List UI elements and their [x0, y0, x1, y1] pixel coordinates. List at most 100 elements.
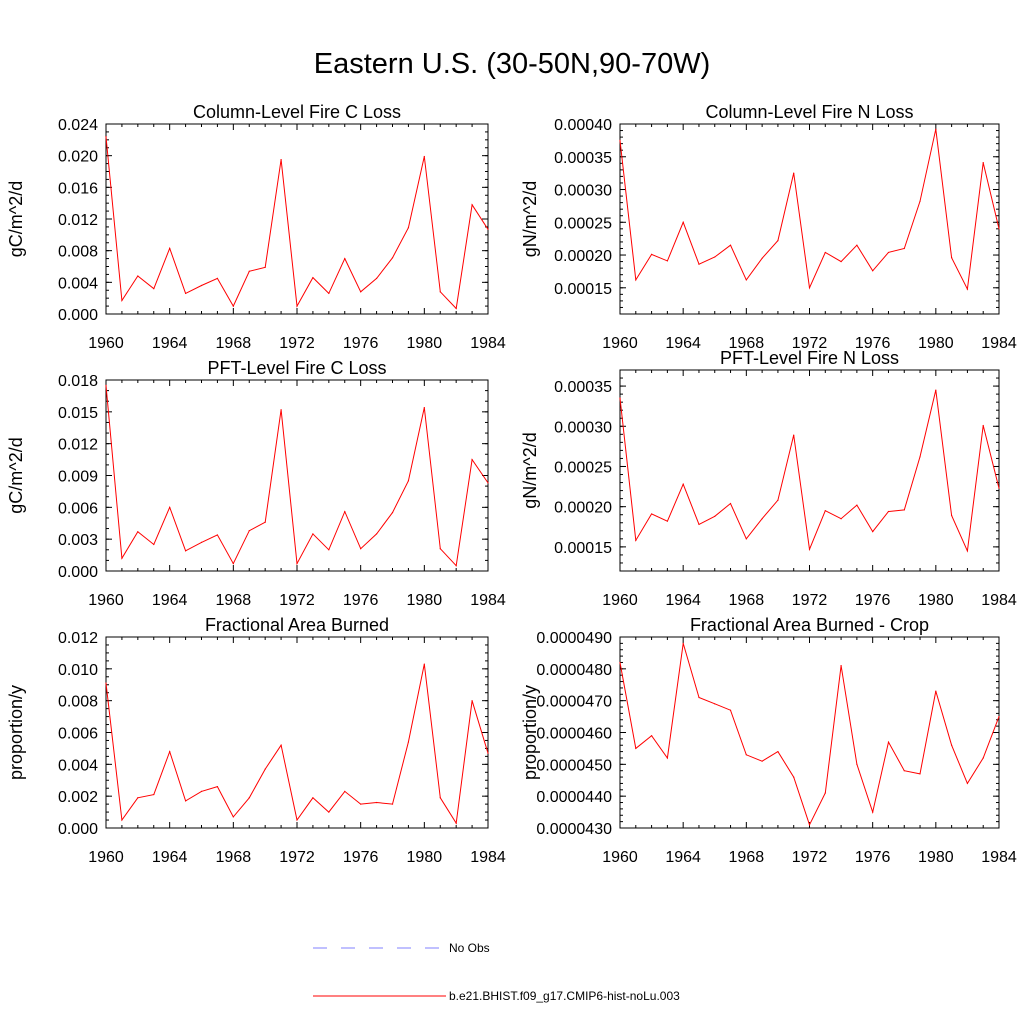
chart-panel-1: Column-Level Fire C Loss gC/m^2/d 1960 1964… — [6, 102, 506, 352]
x-tick-label: 1980 — [407, 335, 443, 352]
data-point — [200, 541, 203, 543]
data-point — [153, 543, 155, 546]
data-point — [666, 757, 668, 759]
data-point — [280, 744, 282, 746]
data-point — [666, 260, 668, 262]
data-point — [824, 251, 826, 254]
x-tick-label: 1964 — [152, 592, 188, 609]
x-tick-label: 1972 — [279, 849, 315, 866]
data-point — [296, 819, 298, 821]
x-tick-label: 1976 — [343, 849, 379, 866]
y-tick-label: 0.003 — [58, 532, 98, 549]
data-point — [184, 800, 187, 802]
data-point — [105, 682, 107, 684]
y-tick-label: 0.004 — [58, 275, 98, 292]
data-point — [714, 703, 716, 705]
data-point — [729, 709, 732, 711]
data-point — [745, 538, 747, 540]
y-tick-label: 0.0000440 — [536, 789, 612, 806]
data-point — [793, 434, 795, 436]
data-point — [650, 735, 653, 737]
data-point — [951, 744, 953, 746]
data-point — [169, 506, 171, 508]
data-point — [872, 531, 874, 533]
panel-title: Column-Level Fire N Loss — [705, 102, 913, 122]
plot-frame — [105, 379, 489, 572]
x-tick-label: 1984 — [470, 592, 506, 609]
data-point — [391, 803, 394, 805]
data-point — [312, 797, 314, 799]
data-point — [966, 550, 969, 552]
data-point — [682, 221, 684, 223]
data-point — [761, 760, 763, 762]
x-tick-label: 1980 — [407, 592, 443, 609]
data-point — [919, 456, 921, 458]
data-point — [966, 288, 969, 290]
y-axis-label: gN/m^2/d — [520, 432, 540, 508]
chart-panel-2: Column-Level Fire N Loss gN/m^2/d 1960 1964… — [520, 102, 1017, 352]
x-tick-label: 1976 — [343, 335, 379, 352]
x-tick-label: 1972 — [792, 592, 828, 609]
data-point — [998, 228, 1000, 230]
y-tick-label: 0.00025 — [554, 215, 612, 232]
panel-title: PFT-Level Fire N Loss — [720, 348, 899, 368]
data-point — [439, 291, 441, 293]
plot-frame — [105, 636, 489, 829]
data-point — [619, 397, 621, 399]
data-point — [698, 696, 700, 699]
data-point — [407, 480, 410, 482]
y-tick-label: 0.0000430 — [536, 821, 612, 838]
data-point — [280, 409, 282, 411]
data-point — [761, 257, 763, 259]
series-line — [619, 643, 1000, 827]
y-tick-label: 0.006 — [58, 500, 98, 517]
x-tick-label: 1976 — [343, 592, 379, 609]
data-point — [619, 661, 621, 664]
series-line — [105, 663, 489, 825]
data-point — [935, 389, 937, 391]
data-point — [666, 520, 668, 522]
data-point — [328, 292, 330, 295]
y-tick-label: 0.015 — [58, 405, 98, 422]
series-line — [105, 385, 489, 567]
data-point — [635, 747, 637, 750]
data-point — [169, 751, 171, 753]
data-point — [471, 204, 473, 206]
data-point — [903, 247, 905, 250]
data-point — [935, 128, 937, 130]
data-point — [423, 155, 425, 158]
data-point — [455, 565, 457, 567]
data-point — [487, 228, 489, 230]
x-tick-label: 1972 — [279, 335, 315, 352]
data-point — [714, 256, 716, 258]
legend-label: b.e21.BHIST.f09_g17.CMIP6-hist-noLu.003 — [449, 989, 680, 1003]
data-point — [423, 663, 425, 665]
data-point — [200, 790, 203, 792]
y-tick-label: 0.009 — [58, 469, 98, 486]
y-tick-label: 0.00020 — [554, 248, 612, 265]
x-tick-label: 1960 — [88, 592, 124, 609]
y-tick-label: 0.000 — [58, 307, 98, 324]
data-point — [296, 562, 298, 565]
y-tick-label: 0.0000470 — [536, 694, 612, 711]
data-point — [793, 172, 795, 174]
y-axis-label: gC/m^2/d — [6, 437, 26, 513]
chart-panel-3: PFT-Level Fire C Loss gC/m^2/d 1960 1964 196… — [6, 358, 506, 609]
plot-frame — [619, 369, 1000, 572]
legend: No Obs b.e21.BHIST.f09_g17.CMIP6-hist-noL… — [313, 941, 680, 1003]
data-point — [137, 275, 139, 277]
data-point — [808, 824, 811, 826]
y-tick-label: 0.016 — [58, 180, 98, 197]
data-point — [650, 513, 653, 515]
x-tick-label: 1980 — [918, 335, 954, 352]
y-tick-label: 0.012 — [58, 212, 98, 229]
x-tick-label: 1980 — [918, 592, 954, 609]
data-point — [887, 741, 890, 743]
data-point — [777, 499, 779, 501]
data-point — [998, 487, 1000, 489]
data-point — [793, 776, 795, 778]
data-point — [407, 741, 410, 743]
data-point — [887, 510, 890, 513]
data-point — [824, 510, 826, 512]
data-point — [729, 502, 732, 505]
